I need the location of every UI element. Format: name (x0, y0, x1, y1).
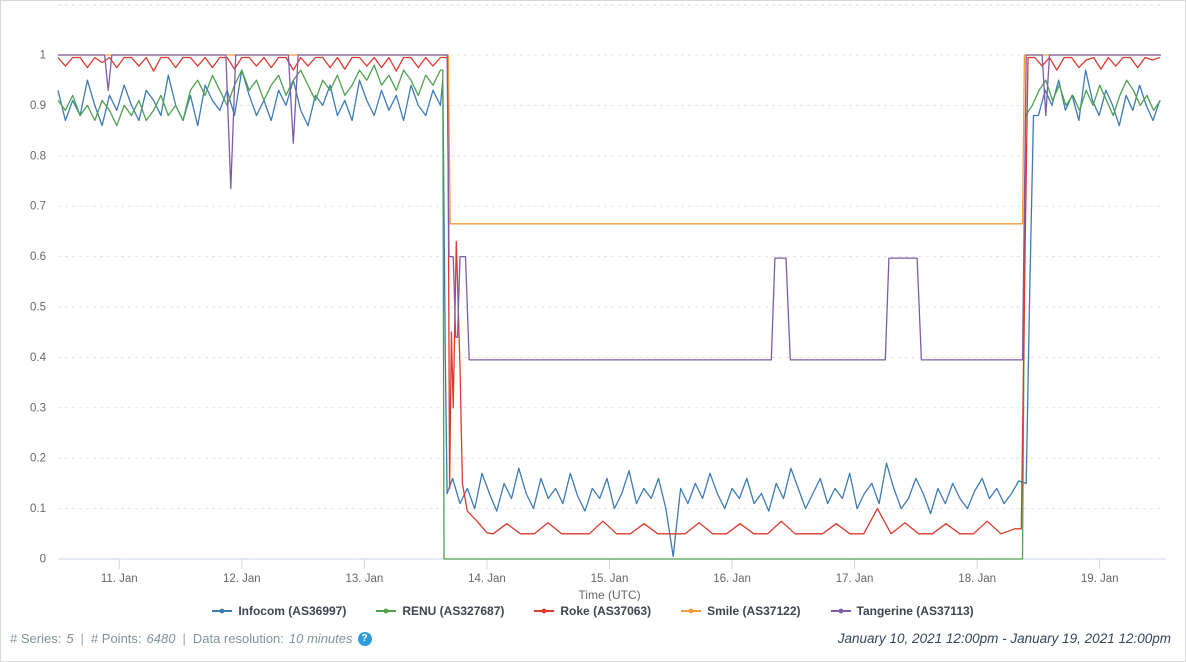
svg-text:0.4: 0.4 (30, 352, 47, 364)
svg-text:0.1: 0.1 (30, 503, 46, 515)
svg-text:0.5: 0.5 (30, 302, 46, 314)
svg-text:0.3: 0.3 (30, 402, 46, 414)
legend-item-renu[interactable]: RENU (AS327687) (376, 604, 504, 618)
svg-text:0.7: 0.7 (30, 201, 46, 213)
timeseries-plot[interactable]: 1 0.9 0.8 0.7 0.6 0.5 0.4 0.3 0.2 0.1 0 11. Jan 12. … (1, 1, 1186, 602)
svg-text:13. Jan: 13. Jan (346, 573, 384, 585)
legend-item-label: Infocom (AS36997) (238, 604, 347, 618)
svg-text:1: 1 (40, 50, 46, 62)
separator: | (182, 631, 186, 646)
legend-item-label: Roke (AS37063) (560, 604, 652, 618)
separator: | (80, 631, 84, 646)
series-count-label: # Series: (10, 631, 62, 646)
legend-marker-icon (681, 608, 702, 614)
legend-marker-icon (534, 608, 555, 614)
legend-marker-icon (212, 608, 233, 614)
svg-text:17. Jan: 17. Jan (836, 573, 874, 585)
series-line-infocom[interactable] (57, 69, 1161, 558)
chart-stats: # Series: 5 | # Points: 6480 | Data reso… (10, 631, 372, 646)
svg-text:0.2: 0.2 (30, 453, 46, 465)
status-bar: # Series: 5 | # Points: 6480 | Data reso… (10, 631, 1171, 646)
svg-text:15. Jan: 15. Jan (591, 573, 629, 585)
svg-text:0: 0 (40, 554, 46, 566)
svg-text:12. Jan: 12. Jan (223, 573, 261, 585)
y-axis-labels: 1 0.9 0.8 0.7 0.6 0.5 0.4 0.3 0.2 0.1 0 (30, 50, 47, 566)
legend-item-tangerine[interactable]: Tangerine (AS37113) (830, 604, 974, 618)
legend: Infocom (AS36997) RENU (AS327687) Roke (AS… (1, 604, 1185, 618)
series-line-renu[interactable] (57, 64, 1161, 560)
legend-item-smile[interactable]: Smile (AS37122) (681, 604, 801, 618)
series-line-tangerine[interactable] (58, 54, 1161, 361)
series-count-value: 5 (66, 631, 74, 646)
help-icon[interactable]: ? (357, 631, 372, 646)
series-line-roke[interactable] (57, 56, 1161, 535)
x-axis: 11. Jan 12. Jan 13. Jan 14. Jan 15. Jan 16. J… (58, 558, 1166, 602)
points-count-label: # Points: (90, 631, 142, 646)
svg-text:0.6: 0.6 (30, 251, 46, 263)
legend-item-infocom[interactable]: Infocom (AS36997) (212, 604, 346, 618)
series-lines (57, 54, 1161, 560)
legend-item-label: RENU (AS327687) (402, 604, 505, 618)
svg-text:16. Jan: 16. Jan (713, 573, 751, 585)
legend-marker-icon (376, 608, 397, 614)
svg-text:0.9: 0.9 (30, 100, 46, 112)
resolution-value: 10 minutes (288, 631, 353, 646)
svg-text:11. Jan: 11. Jan (101, 573, 138, 585)
series-line-smile[interactable] (58, 54, 1161, 225)
legend-item-roke[interactable]: Roke (AS37063) (534, 604, 651, 618)
date-range: January 10, 2021 12:00pm - January 19, 2… (837, 631, 1171, 646)
gridlines (58, 4, 1161, 510)
svg-text:0.8: 0.8 (30, 150, 46, 162)
points-count-value: 6480 (146, 631, 176, 646)
legend-marker-icon (830, 608, 851, 614)
legend-item-label: Smile (AS37122) (707, 604, 801, 618)
svg-text:14. Jan: 14. Jan (468, 573, 506, 585)
legend-item-label: Tangerine (AS37113) (856, 604, 974, 618)
x-axis-title: Time (UTC) (578, 588, 640, 601)
svg-text:18. Jan: 18. Jan (958, 573, 996, 585)
resolution-label: Data resolution: (192, 631, 284, 646)
svg-text:19. Jan: 19. Jan (1081, 573, 1119, 585)
